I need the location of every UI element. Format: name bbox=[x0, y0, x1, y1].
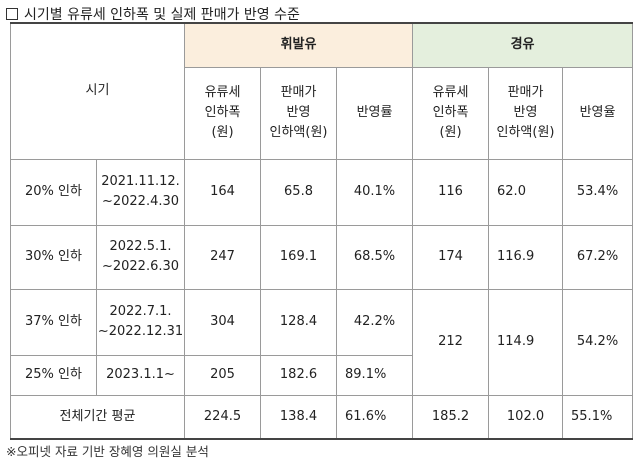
diesel-cut-cell-merged: 212 bbox=[412, 288, 490, 396]
cut-cell: 20% 인하 bbox=[10, 158, 97, 226]
diesel-sale-cell: 62.0 bbox=[488, 158, 564, 226]
period-header: 시기 bbox=[9, 22, 186, 160]
diesel-rate-header: 반영율 bbox=[562, 66, 634, 160]
cut-line-1: 유류세 bbox=[204, 84, 241, 100]
diesel-cut-cell: 174 bbox=[412, 224, 490, 290]
cut-cell: 25% 인하 bbox=[10, 354, 97, 396]
sale-line-2: 반영 bbox=[513, 104, 538, 120]
gasoline-cut-header: 유류세 인하폭 (원) bbox=[184, 66, 262, 160]
period-line-2: ~2022.6.30 bbox=[101, 259, 180, 274]
sale-line-1: 판매가 bbox=[507, 84, 544, 100]
cut-cell: 37% 인하 bbox=[10, 288, 97, 356]
period-line-2: ~2022.12.31 bbox=[97, 324, 184, 339]
checkbox-square-icon bbox=[6, 8, 18, 20]
diesel-sale-cell: 116.9 bbox=[488, 224, 564, 290]
table-row: 30% 인하 2022.5.1. ~2022.6.30 247 169.1 68… bbox=[10, 224, 634, 290]
gasoline-sale-cell: 128.4 bbox=[260, 288, 338, 356]
period-cell: 2022.7.1. ~2022.12.31 bbox=[95, 288, 186, 356]
cut-cell: 30% 인하 bbox=[10, 224, 97, 290]
gasoline-rate-cell: 40.1% bbox=[336, 158, 414, 226]
header-row-1: 시기 휘발유 경유 bbox=[9, 22, 634, 160]
diesel-sale-header: 판매가 반영 인하액(원) bbox=[488, 66, 564, 160]
cut-line-2: 인하폭 bbox=[204, 104, 241, 120]
gasoline-cut-cell: 304 bbox=[184, 288, 262, 356]
sale-line-3: 인하액(원) bbox=[269, 125, 328, 141]
gasoline-cut-cell: 164 bbox=[184, 158, 262, 226]
average-gasoline-sale: 138.4 bbox=[260, 394, 338, 440]
diesel-cut-header: 유류세 인하폭 (원) bbox=[412, 66, 490, 160]
gasoline-rate-cell: 68.5% bbox=[336, 224, 414, 290]
diesel-cut-cell: 116 bbox=[412, 158, 490, 226]
average-gasoline-rate: 61.6% bbox=[336, 394, 414, 440]
diesel-header: 경유 bbox=[412, 22, 634, 68]
cut-line-3: (원) bbox=[211, 125, 234, 141]
period-cell: 2021.11.12. ~2022.4.30 bbox=[95, 158, 186, 226]
average-diesel-sale: 102.0 bbox=[488, 394, 564, 440]
table-title: 시기별 유류세 인하폭 및 실제 판매가 반영 수준 bbox=[6, 4, 300, 24]
source-footnote: ※오피넷 자료 기반 장혜영 의원실 분석 bbox=[6, 444, 209, 459]
gasoline-sale-header: 판매가 반영 인하액(원) bbox=[260, 66, 338, 160]
gasoline-rate-cell: 89.1% bbox=[336, 354, 414, 396]
average-diesel-cut: 185.2 bbox=[412, 394, 490, 440]
table-row: 25% 인하 2023.1.1~ 205 182.6 89.1% bbox=[10, 354, 633, 396]
period-line-2: ~2022.4.30 bbox=[101, 194, 180, 209]
period-cell: 2022.5.1. ~2022.6.30 bbox=[95, 224, 186, 290]
gasoline-sale-cell: 169.1 bbox=[260, 224, 338, 290]
period-line-1: 2021.11.12. bbox=[101, 173, 180, 189]
cut-line-3: (원) bbox=[439, 125, 462, 141]
gasoline-sale-cell: 182.6 bbox=[260, 354, 338, 396]
average-gasoline-cut: 224.5 bbox=[184, 394, 262, 440]
diesel-rate-cell-merged: 54.2% bbox=[562, 288, 634, 396]
period-line-1: 2022.7.1. bbox=[109, 303, 172, 319]
fuel-tax-table: 시기 휘발유 경유 유류세 인하폭 (원) 판매가 반영 인하액(원) 반영률 … bbox=[9, 22, 634, 440]
diesel-rate-cell: 53.4% bbox=[562, 158, 634, 226]
cut-line-1: 유류세 bbox=[432, 84, 469, 100]
diesel-rate-cell: 67.2% bbox=[562, 224, 634, 290]
gasoline-cut-cell: 205 bbox=[184, 354, 262, 396]
average-row: 전체기간 평균 224.5 138.4 61.6% 185.2 102.0 55… bbox=[9, 394, 634, 440]
table-row: 37% 인하 2022.7.1. ~2022.12.31 304 128.4 4… bbox=[10, 288, 634, 396]
header-row-2: 유류세 인하폭 (원) 판매가 반영 인하액(원) 반영률 유류세 인하폭 (원… bbox=[11, 66, 634, 160]
sale-line-3: 인하액(원) bbox=[496, 125, 555, 141]
gasoline-rate-header: 반영률 bbox=[336, 66, 414, 160]
cut-line-2: 인하폭 bbox=[432, 104, 469, 120]
sale-line-1: 판매가 bbox=[280, 84, 317, 100]
average-label: 전체기간 평균 bbox=[9, 394, 186, 440]
table-row: 20% 인하 2021.11.12. ~2022.4.30 164 65.8 4… bbox=[10, 158, 634, 226]
period-cell: 2023.1.1~ bbox=[95, 354, 186, 396]
period-line-1: 2022.5.1. bbox=[109, 238, 172, 254]
gasoline-sale-cell: 65.8 bbox=[260, 158, 338, 226]
sale-line-2: 반영 bbox=[286, 104, 311, 120]
gasoline-rate-cell: 42.2% bbox=[336, 288, 414, 356]
table-title-text: 시기별 유류세 인하폭 및 실제 판매가 반영 수준 bbox=[24, 7, 300, 23]
average-diesel-rate: 55.1% bbox=[562, 394, 634, 440]
diesel-sale-cell-merged: 114.9 bbox=[488, 288, 564, 396]
gasoline-header: 휘발유 bbox=[184, 22, 414, 68]
gasoline-cut-cell: 247 bbox=[184, 224, 262, 290]
